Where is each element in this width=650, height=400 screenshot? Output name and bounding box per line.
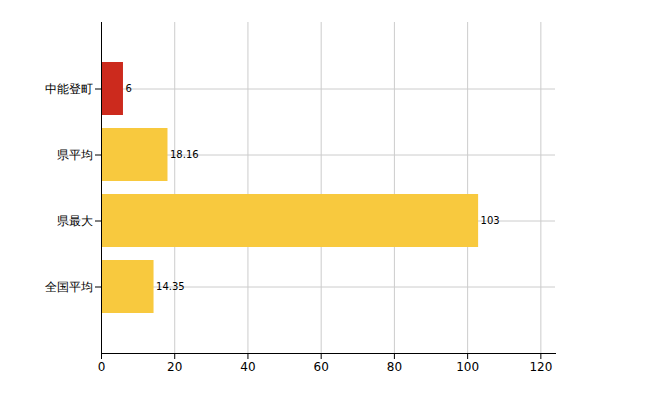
svg-text:40: 40 [240,360,255,374]
svg-text:中能登町: 中能登町 [45,82,93,96]
svg-text:6: 6 [125,83,131,94]
svg-text:60: 60 [314,360,329,374]
svg-text:103: 103 [481,215,500,226]
svg-text:県最大: 県最大 [57,214,93,228]
svg-text:120: 120 [529,360,552,374]
svg-text:0: 0 [98,360,106,374]
svg-text:80: 80 [387,360,402,374]
svg-text:全国平均: 全国平均 [45,280,93,294]
svg-text:県平均: 県平均 [57,148,93,162]
svg-text:18.16: 18.16 [170,149,199,160]
svg-text:20: 20 [167,360,182,374]
svg-text:14.35: 14.35 [156,281,185,292]
svg-text:100: 100 [456,360,479,374]
